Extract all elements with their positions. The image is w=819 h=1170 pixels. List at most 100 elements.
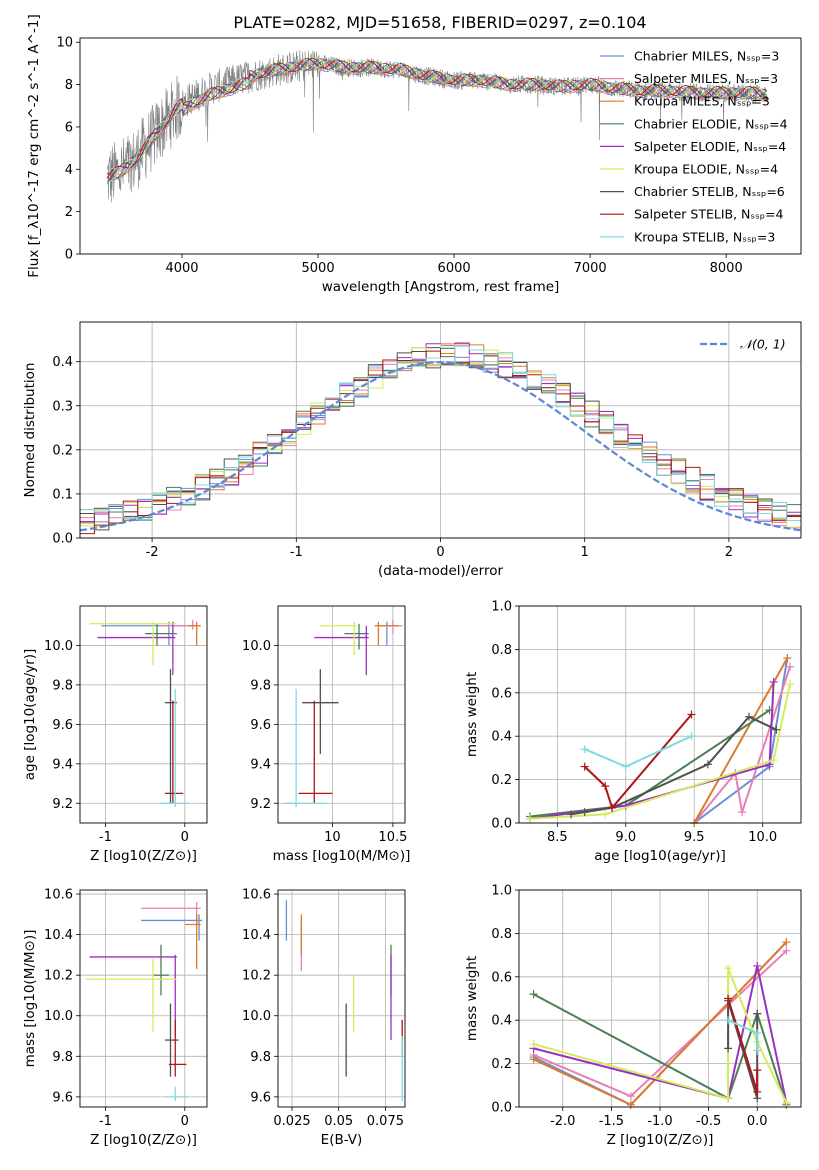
weight-point-marker xyxy=(601,810,610,819)
x-axis-label: wavelength [Angstrom, rest frame] xyxy=(322,279,560,295)
axes-frame xyxy=(79,605,208,824)
x-tick-label: 1 xyxy=(581,545,589,560)
x-axis-label: age [log10(age/yr)] xyxy=(594,848,726,864)
weight-point-marker xyxy=(580,808,589,817)
y-tick-label: 0.3 xyxy=(52,399,73,414)
weight-point-marker xyxy=(782,1098,791,1107)
panel-mass_vs_ebv: 0.025 0.05 0.075 9.6 9.8 10.0 10.2 10.4 10.6 E(B-… xyxy=(242,888,406,1148)
y-tick-label: 4 xyxy=(65,163,73,178)
y-axis-label: mass [log10(M/M⊙)] xyxy=(22,930,38,1068)
weight-series-line xyxy=(693,657,789,824)
legend-label: 𝒩(0, 1) xyxy=(740,337,786,352)
x-tick-label: 7000 xyxy=(574,261,607,276)
axes-frame xyxy=(277,605,406,824)
weight-point-marker xyxy=(626,1092,635,1101)
x-tick-label: 10.0 xyxy=(748,830,777,845)
y-tick-label: 9.8 xyxy=(52,678,73,693)
x-tick-label: 0.05 xyxy=(324,1114,353,1129)
weight-series-line xyxy=(693,666,791,824)
x-tick-label: 9.0 xyxy=(615,830,636,845)
x-tick-label: 6000 xyxy=(438,261,471,276)
x-tick-label: 5000 xyxy=(302,261,335,276)
weight-point-marker xyxy=(626,1100,635,1109)
x-axis-label: Z [log10(Z/Z⊙)] xyxy=(607,1132,714,1148)
axes-frame xyxy=(79,321,802,539)
weight-series-line xyxy=(533,965,788,1103)
x-tick-label: 9.5 xyxy=(684,830,705,845)
weight-point-marker xyxy=(724,1044,733,1053)
y-tick-label: 8 xyxy=(65,78,73,93)
weight-point-marker xyxy=(567,810,576,819)
y-tick-label: 9.8 xyxy=(250,1050,271,1065)
axes-frame xyxy=(79,37,802,255)
y-tick-label: 0.4 xyxy=(491,1014,512,1029)
legend-label: Salpeter STELIB, Nₛₛₚ=4 xyxy=(634,207,784,222)
x-tick-label: -2.0 xyxy=(550,1114,575,1129)
weight-point-marker xyxy=(608,803,617,812)
legend-label: Salpeter MILES, Nₛₛₚ=3 xyxy=(634,71,778,86)
axes-frame xyxy=(518,605,802,824)
panel-age_vs_mass: 10 10.5 9.2 9.4 9.6 9.8 10.0 mass [log10(M/M⊙)] xyxy=(242,605,411,864)
x-axis-label: mass [log10(M/M⊙)] xyxy=(273,848,411,864)
weight-series-line xyxy=(529,683,791,820)
y-tick-label: 0.0 xyxy=(52,532,73,547)
y-tick-label: 0 xyxy=(65,248,73,263)
panel-residuals: -2 -1 0 1 2 0.0 0.1 0.2 0.3 0.4 (data-model)/error… xyxy=(22,321,802,579)
axes-frame xyxy=(518,889,802,1108)
weight-point-marker xyxy=(580,762,589,771)
weight-point-marker xyxy=(724,1094,733,1103)
model-spectrum-line xyxy=(106,58,768,173)
x-tick-label: -1 xyxy=(99,1114,112,1129)
y-tick-label: 9.6 xyxy=(52,718,73,733)
weight-series-line xyxy=(529,681,775,820)
model-spectrum-line xyxy=(107,59,768,179)
y-tick-label: 0.6 xyxy=(491,970,512,985)
legend-label: Chabrier STELIB, Nₛₛₚ=6 xyxy=(634,184,785,199)
weight-point-marker xyxy=(738,808,747,817)
weight-series-line xyxy=(584,713,693,810)
weight-point-marker xyxy=(753,1009,762,1018)
y-tick-label: 0.2 xyxy=(52,443,73,458)
weight-point-marker xyxy=(783,654,792,663)
x-axis-label: (data-model)/error xyxy=(378,563,504,579)
weight-point-marker xyxy=(782,938,791,947)
y-tick-label: 0.0 xyxy=(491,1101,512,1116)
weight-point-marker xyxy=(529,1055,538,1064)
weight-point-marker xyxy=(601,782,610,791)
weight-point-marker xyxy=(753,1046,762,1055)
y-tick-label: 9.6 xyxy=(250,718,271,733)
y-tick-label: 9.8 xyxy=(250,678,271,693)
y-tick-label: 10 xyxy=(56,36,73,51)
panel-age_vs_Z: -1 0 9.2 9.4 9.6 9.8 10.0 Z [log10(Z/Z⊙)] age [l… xyxy=(22,605,208,864)
x-axis-label: E(B-V) xyxy=(321,1132,363,1148)
y-tick-label: 10.0 xyxy=(242,639,271,654)
y-tick-label: 0.6 xyxy=(491,686,512,701)
figure-title: PLATE=0282, MJD=51658, FIBERID=0297, z=0… xyxy=(233,13,646,32)
y-tick-label: 0.8 xyxy=(491,927,512,942)
y-tick-label: 9.6 xyxy=(250,1090,271,1105)
weight-point-marker xyxy=(753,1029,762,1038)
legend-label: Chabrier MILES, Nₛₛₚ=3 xyxy=(634,49,779,64)
x-tick-label: -1 xyxy=(290,545,303,560)
legend-label: Kroupa MILES, Nₛₛₚ=3 xyxy=(634,94,770,109)
y-tick-label: 9.2 xyxy=(250,797,271,812)
legend-label: Kroupa ELODIE, Nₛₛₚ=4 xyxy=(634,162,778,177)
legend-label: Salpeter ELODIE, Nₛₛₚ=4 xyxy=(634,139,786,154)
weight-point-marker xyxy=(580,745,589,754)
weight-point-marker xyxy=(525,814,534,823)
x-tick-label: 8000 xyxy=(710,261,743,276)
y-tick-label: 6 xyxy=(65,120,73,135)
axes-frame xyxy=(277,889,406,1108)
y-axis-label: mass weight xyxy=(464,956,480,1041)
y-tick-label: 10.2 xyxy=(44,969,73,984)
weight-point-marker xyxy=(724,964,733,973)
x-tick-label: 2 xyxy=(725,545,733,560)
y-tick-label: 10.4 xyxy=(242,928,271,943)
y-tick-label: 0.0 xyxy=(491,817,512,832)
y-tick-label: 9.2 xyxy=(52,797,73,812)
weight-point-marker xyxy=(782,946,791,955)
y-tick-label: 9.8 xyxy=(52,1050,73,1065)
y-tick-label: 10.0 xyxy=(242,1009,271,1024)
